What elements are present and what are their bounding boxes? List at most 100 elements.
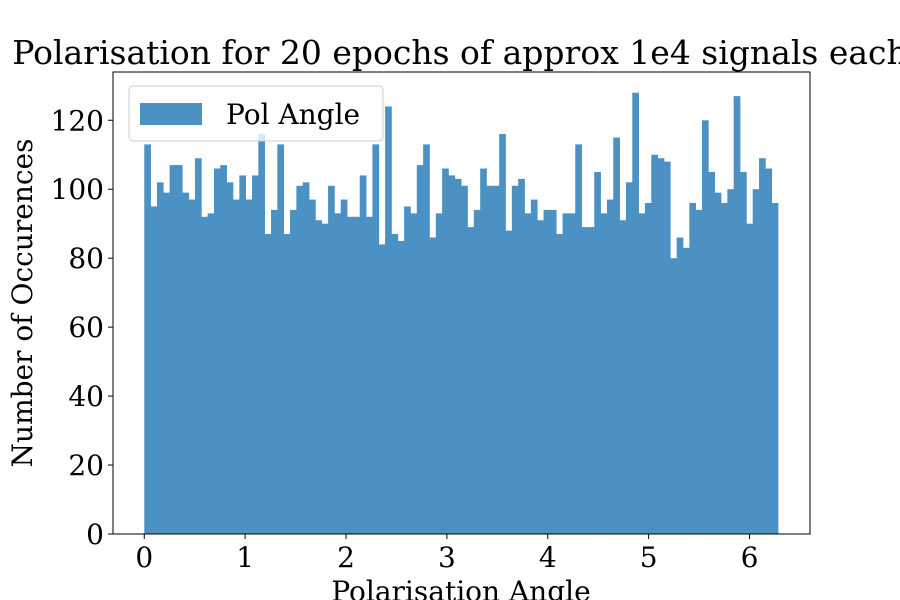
histogram-bar [454, 178, 462, 534]
histogram-bar [302, 182, 310, 534]
y-tick-label: 40 [68, 380, 104, 413]
histogram-bar [429, 237, 437, 535]
histogram-bar [759, 158, 766, 534]
x-tick-label: 4 [539, 541, 557, 574]
x-tick-label: 1 [236, 541, 254, 574]
histogram-bar [473, 209, 481, 534]
histogram-bar [239, 175, 247, 534]
histogram-bar [740, 171, 747, 535]
x-tick-label: 6 [741, 541, 759, 574]
histogram-bar [334, 213, 342, 535]
histogram-bar [277, 144, 285, 534]
histogram-bar [632, 92, 639, 534]
histogram-bar [746, 223, 754, 534]
histogram-bar [714, 192, 722, 535]
histogram-bar [315, 220, 323, 534]
histogram-bar [435, 213, 443, 535]
histogram-bar [518, 178, 525, 534]
chart-title: Polarisation for 20 epochs of approx 1e4… [12, 33, 900, 72]
histogram-bar [410, 213, 418, 535]
legend-box [128, 85, 384, 142]
x-tick-label: 3 [438, 541, 456, 574]
histogram-bar [771, 203, 779, 534]
histogram-bar [619, 220, 627, 534]
histogram-bar [442, 168, 449, 535]
histogram-bar [213, 168, 221, 535]
histogram-bar [353, 216, 361, 534]
histogram-bar [676, 237, 684, 535]
histogram-bar [733, 96, 741, 534]
y-tick-label: 20 [68, 449, 104, 482]
y-axis-label: Number of Occurences [6, 139, 39, 468]
y-tick-label: 100 [51, 173, 104, 206]
histogram-bar [328, 185, 335, 534]
histogram-bar [524, 213, 532, 535]
histogram-bar [682, 247, 690, 534]
histogram-bar [220, 165, 228, 534]
histogram-bar [290, 209, 297, 534]
histogram-bar [391, 234, 399, 535]
histogram-bar [701, 120, 709, 535]
histogram-bar [613, 137, 620, 534]
histogram-bar [575, 144, 582, 534]
histogram-bar [499, 134, 506, 534]
histogram-bar [169, 165, 177, 534]
histogram-bar [321, 223, 329, 534]
legend-label: Pol Angle [226, 98, 360, 131]
histogram-bar [689, 203, 697, 534]
y-tick-label: 60 [68, 311, 104, 344]
legend: Pol Angle [128, 85, 384, 142]
histogram-bars [144, 92, 779, 535]
x-tick-label: 0 [135, 541, 153, 574]
histogram-bar [372, 144, 380, 534]
histogram-bar [568, 213, 576, 535]
histogram-bar [594, 171, 601, 535]
histogram-bar [366, 216, 373, 534]
x-axis: 0 1 2 3 4 5 6 [135, 534, 758, 574]
histogram-bar [283, 234, 291, 535]
histogram-bar [258, 134, 266, 534]
histogram-bar [543, 209, 551, 534]
histogram-bar [309, 199, 316, 534]
histogram-bar [530, 199, 538, 534]
histogram-bar [201, 216, 208, 534]
histogram-bar [765, 168, 773, 535]
x-axis-label: Polarisation Angle [331, 575, 590, 600]
histogram-bar [549, 209, 557, 534]
histogram-bar [562, 213, 570, 535]
histogram-bar [727, 189, 735, 534]
histogram-bar [416, 165, 424, 534]
histogram-bar [264, 234, 272, 535]
histogram-bar [347, 216, 354, 534]
histogram-bar [359, 175, 367, 534]
histogram-bar [423, 144, 430, 534]
histogram-bar [695, 209, 703, 534]
histogram-bar [340, 199, 348, 534]
histogram-bar [156, 182, 164, 534]
histogram-bar [467, 227, 475, 534]
histogram-bar [651, 154, 658, 534]
histogram-bar [505, 230, 513, 534]
histogram-bar [606, 199, 614, 534]
histogram-bar [625, 182, 633, 534]
histogram-bar [480, 168, 487, 535]
histogram-bar [492, 185, 500, 534]
histogram-bar [663, 161, 671, 534]
histogram-bar [600, 213, 608, 535]
histogram-bar [486, 185, 494, 534]
histogram-bar [385, 106, 392, 534]
histogram-bar [252, 175, 259, 534]
histogram-bar [404, 206, 411, 534]
histogram-bar [271, 209, 278, 534]
y-tick-label: 0 [86, 518, 104, 551]
histogram-bar [182, 192, 189, 535]
histogram-bar [245, 199, 253, 534]
histogram-bar [670, 258, 677, 534]
legend-swatch [140, 103, 202, 125]
histogram-bar [638, 213, 646, 535]
y-tick-label: 120 [51, 104, 104, 137]
histogram-bar [708, 171, 716, 535]
histogram-bar [587, 227, 595, 534]
histogram-bar [207, 213, 215, 535]
